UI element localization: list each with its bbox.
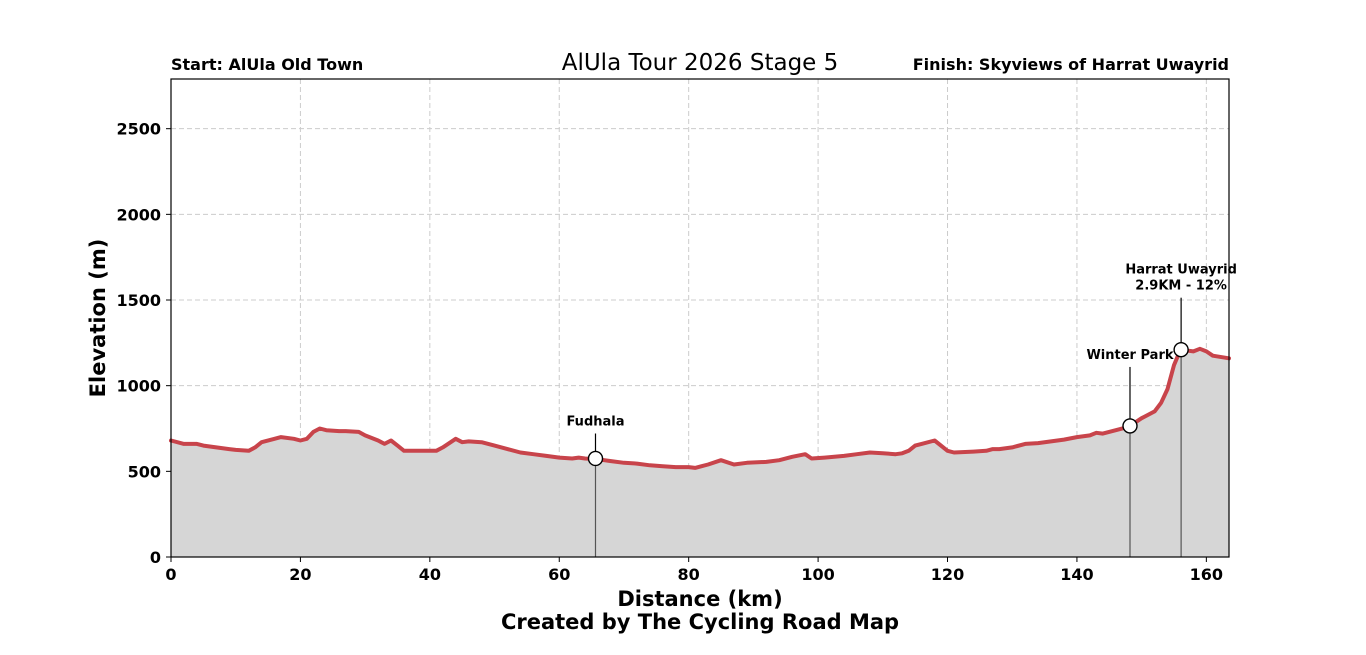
annotation-marker-icon	[1122, 418, 1138, 434]
chart-title: AlUla Tour 2026 Stage 5	[562, 50, 839, 76]
x-tick-label: 160	[1190, 565, 1223, 584]
x-tick-label: 20	[289, 565, 311, 584]
x-tick-label: 40	[419, 565, 441, 584]
y-tick-label: 1500	[116, 291, 161, 310]
footer-credit: Created by The Cycling Road Map	[501, 610, 899, 634]
x-tick-label: 0	[165, 565, 176, 584]
annotation-label: Harrat Uwayrid	[1125, 263, 1237, 278]
annotation-label: Winter Park	[1086, 348, 1173, 363]
x-tick-label: 100	[801, 565, 834, 584]
y-tick-label: 1000	[116, 377, 161, 396]
plot-frame	[170, 78, 1230, 558]
annotation-lines	[594, 349, 1182, 557]
y-axis-label: Elevation (m)	[86, 239, 110, 398]
start-label: Start: AlUla Old Town	[171, 55, 363, 74]
x-tick-label: 140	[1060, 565, 1093, 584]
y-tick-label: 2000	[116, 205, 161, 224]
annotation-marker-icon	[1173, 341, 1189, 358]
y-tick-label: 2500	[116, 120, 161, 139]
y-tick-label: 500	[128, 462, 161, 481]
y-axis-ticks: 0 500 1000 1500 2000 2500	[116, 120, 171, 567]
x-axis-ticks: 0 20 40 60 80 100 120 140 160	[165, 557, 1223, 584]
finish-label: Finish: Skyviews of Harrat Uwayrid	[913, 55, 1229, 74]
annotation-sublabel: 2.9KM - 12%	[1135, 279, 1227, 294]
annotation-marker-icon	[587, 450, 604, 467]
x-tick-label: 120	[931, 565, 964, 584]
elevation-fill	[171, 348, 1229, 557]
x-tick-label: 80	[678, 565, 700, 584]
y-tick-label: 0	[150, 548, 161, 567]
x-tick-label: 60	[548, 565, 570, 584]
x-axis-label: Distance (km)	[617, 587, 782, 611]
elevation-line	[169, 346, 1231, 470]
annotation-label: Fudhala	[566, 414, 624, 429]
